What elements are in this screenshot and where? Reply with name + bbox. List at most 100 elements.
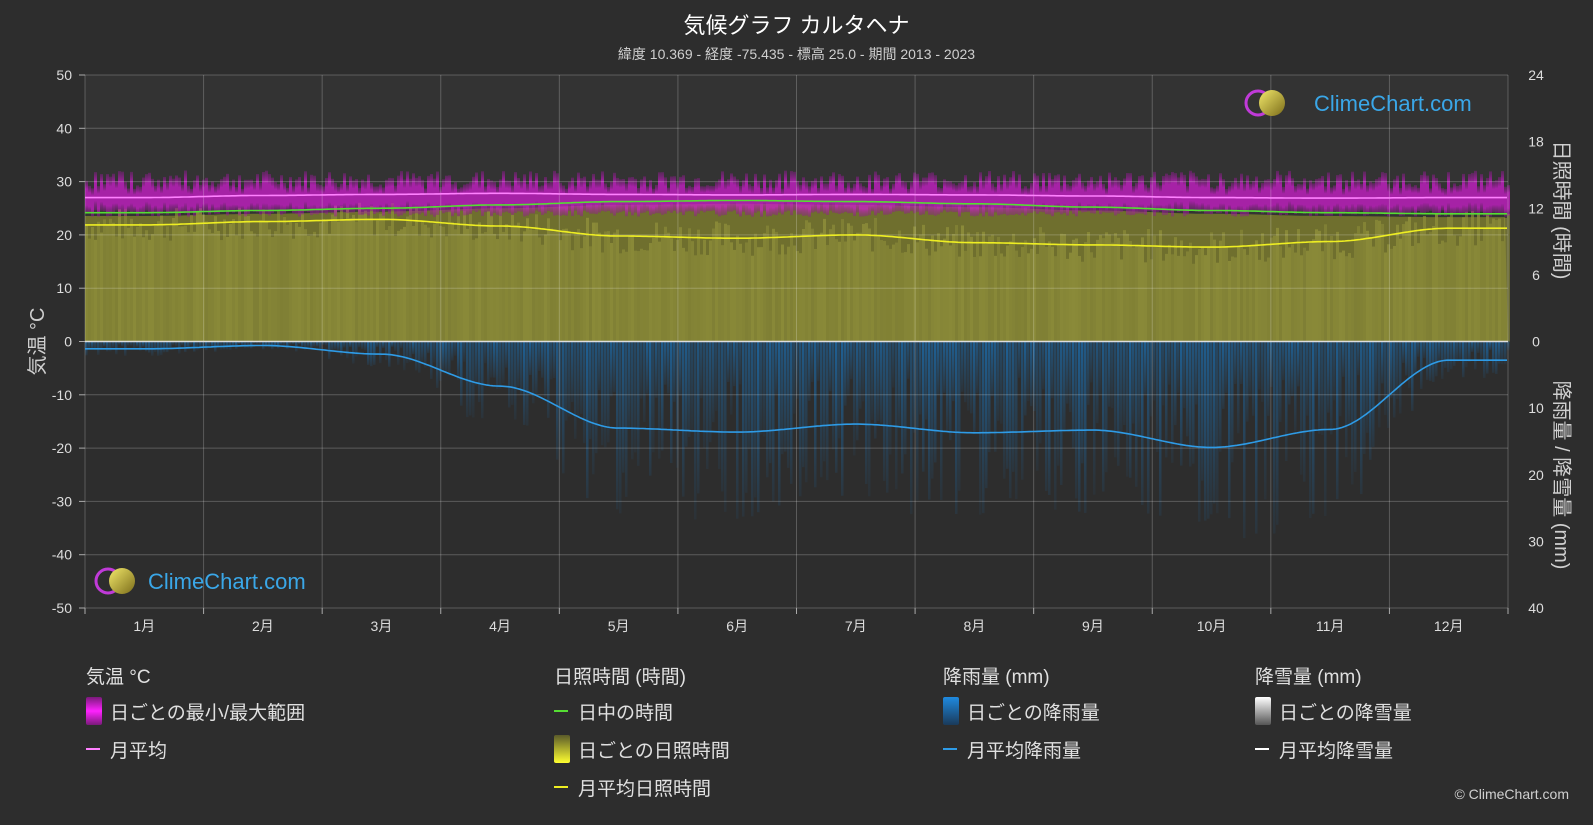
watermark-text-bottom: ClimeChart.com (148, 569, 306, 594)
legend-title: 日照時間 (時間) (554, 667, 686, 688)
daily-rain-bar (91, 341, 94, 349)
daily-temp-range-bar (259, 182, 262, 215)
daily-rain-bar (1237, 341, 1240, 434)
daily-sunshine-bar (826, 245, 829, 342)
daily-sunshine-bar (1084, 242, 1087, 342)
legend-label: 日中の時間 (578, 702, 674, 724)
daily-temp-range-bar (847, 182, 850, 214)
daily-temp-range-bar (91, 188, 94, 217)
daily-sunshine-bar (253, 233, 256, 342)
daily-rain-bar (1480, 341, 1483, 360)
daily-sunshine-bar (1204, 255, 1207, 342)
daily-rain-bar (448, 341, 451, 376)
daily-sunshine-bar (1147, 228, 1150, 342)
daily-rain-bar (175, 341, 178, 347)
daily-sunshine-bar (832, 224, 835, 342)
daily-temp-range-bar (880, 185, 883, 212)
daily-rain-bar (1060, 341, 1063, 486)
daily-rain-bar (103, 341, 106, 347)
daily-temp-range-bar (1405, 184, 1408, 214)
daily-rain-bar (838, 341, 841, 439)
daily-sunshine-bar (1249, 246, 1252, 342)
daily-temp-range-bar (529, 171, 532, 214)
daily-rain-bar (697, 341, 700, 494)
daily-temp-range-bar (319, 184, 322, 213)
daily-rain-bar (1426, 341, 1429, 380)
daily-sunshine-bar (718, 222, 721, 342)
daily-sunshine-bar (679, 227, 682, 342)
daily-rain-bar (127, 341, 130, 346)
daily-temp-range-bar (1123, 178, 1126, 211)
daily-rain-bar (436, 341, 439, 388)
daily-temp-range-bar (415, 177, 418, 214)
daily-sunshine-bar (592, 222, 595, 342)
daily-temp-range-bar (1108, 172, 1111, 213)
daily-temp-range-bar (322, 186, 325, 214)
daily-sunshine-bar (289, 222, 292, 342)
series-line (85, 218, 1507, 248)
daily-rain-bar (856, 341, 859, 441)
daily-rain-bar (964, 341, 967, 403)
daily-rain-bar (205, 341, 208, 351)
daily-sunshine-bar (1099, 235, 1102, 342)
daily-temp-range-bar (1042, 173, 1045, 213)
daily-temp-range-bar (1411, 186, 1414, 212)
daily-rain-bar (1321, 341, 1324, 435)
daily-rain-bar (373, 341, 376, 365)
daily-temp-range-bar (946, 180, 949, 213)
daily-rain-bar (1087, 341, 1090, 405)
daily-temp-range-bar (1306, 188, 1309, 214)
daily-temp-range-bar (1069, 185, 1072, 212)
daily-temp-range-bar (424, 188, 427, 217)
daily-sunshine-bar (94, 239, 97, 342)
daily-sunshine-bar (970, 236, 973, 342)
daily-temp-range-bar (1219, 173, 1222, 214)
daily-sunshine-bar (811, 228, 814, 342)
daily-sunshine-bar (1063, 234, 1066, 342)
daily-sunshine-bar (406, 216, 409, 342)
daily-sunshine-bar (1132, 247, 1135, 342)
daily-rain-bar (1465, 341, 1468, 368)
daily-temp-range-bar (247, 179, 250, 215)
daily-rain-bar (181, 341, 184, 346)
daily-sunshine-bar (1396, 224, 1399, 342)
daily-sunshine-bar (796, 251, 799, 342)
daily-rain-bar (133, 341, 136, 349)
daily-rain-bar (667, 341, 670, 394)
daily-rain-bar (655, 341, 658, 398)
daily-sunshine-bar (787, 246, 790, 342)
daily-rain-bar (676, 341, 679, 468)
daily-sunshine-bar (637, 251, 640, 342)
daily-rain-bar (421, 341, 424, 362)
daily-rain-bar (265, 341, 268, 348)
daily-sunshine-bar (1141, 237, 1144, 342)
daily-temp-range-bar (886, 177, 889, 215)
daily-rain-bar (1144, 341, 1147, 395)
daily-sunshine-bar (670, 238, 673, 342)
daily-sunshine-bar (304, 229, 307, 342)
daily-sunshine-bar (1303, 247, 1306, 342)
daily-rain-bar (364, 341, 367, 351)
daily-temp-range-bar (1477, 186, 1480, 215)
daily-temp-range-bar (1066, 184, 1069, 216)
daily-rain-bar (394, 341, 397, 351)
daily-sunshine-bar (1354, 233, 1357, 342)
daily-temp-range-bar (799, 184, 802, 215)
daily-sunshine-bar (124, 208, 127, 342)
daily-rain-bar (574, 341, 577, 439)
chart-subtitle: 緯度 10.369 - 経度 -75.435 - 標高 25.0 - 期間 20… (617, 46, 976, 62)
daily-temp-range-bar (748, 184, 751, 215)
daily-sunshine-bar (799, 253, 802, 342)
daily-sunshine-bar (658, 241, 661, 342)
daily-sunshine-bar (1126, 233, 1129, 342)
daily-temp-range-bar (1420, 174, 1423, 214)
daily-sunshine-bar (1213, 239, 1216, 342)
daily-rain-bar (1078, 341, 1081, 512)
daily-sunshine-bar (1051, 246, 1054, 342)
daily-sunshine-bar (310, 235, 313, 342)
daily-temp-range-bar (610, 181, 613, 214)
legend-swatch (86, 697, 102, 725)
daily-rain-bar (1258, 341, 1261, 390)
daily-sunshine-bar (1351, 257, 1354, 342)
daily-sunshine-bar (886, 245, 889, 342)
